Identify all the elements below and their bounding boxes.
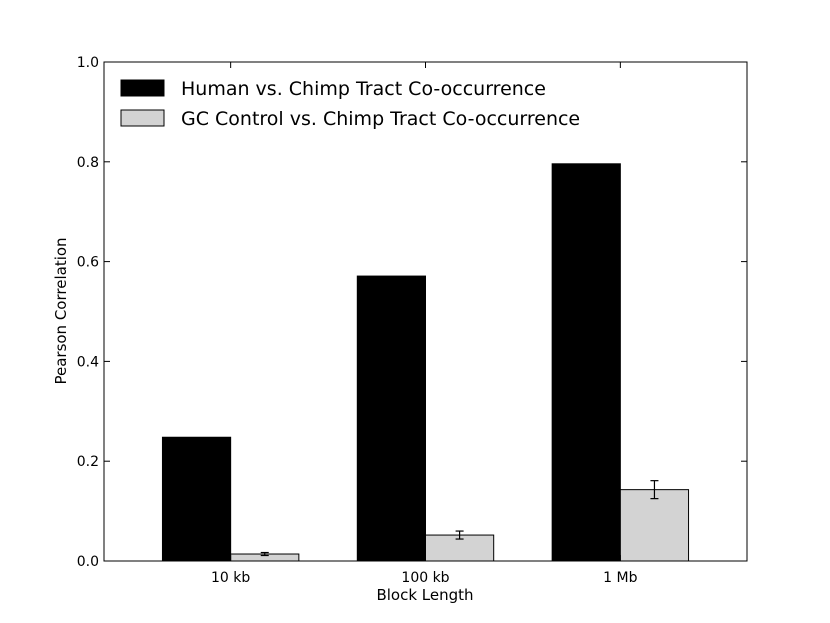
y-tick-label: 0.0	[77, 554, 99, 570]
legend-label: GC Control vs. Chimp Tract Co-occurrence	[181, 108, 580, 130]
x-tick-label: 100 kb	[401, 570, 449, 586]
x-tick-label: 10 kb	[211, 570, 250, 586]
bar-series1-0	[161, 436, 232, 562]
bars-layer	[161, 163, 690, 562]
error-bars-layer	[260, 480, 659, 557]
y-tick-label: 1.0	[77, 55, 99, 71]
y-tick-label: 0.8	[77, 155, 99, 171]
legend-swatch-2	[120, 109, 165, 127]
legend-label: Human vs. Chimp Tract Co-occurrence	[181, 78, 546, 100]
bar-series1-2	[551, 163, 621, 562]
bar-series1-1	[356, 275, 427, 562]
x-axis: 10 kb 100 kb 1 Mb	[211, 62, 638, 586]
y-tick-label: 0.2	[77, 454, 99, 470]
x-axis-label: Block Length	[376, 586, 473, 604]
y-axis: 0.0 0.2 0.4 0.6 0.8 1.0	[77, 55, 747, 570]
y-tick-label: 0.6	[77, 255, 99, 271]
legend-swatch-1	[120, 79, 165, 97]
y-tick-label: 0.4	[77, 354, 99, 370]
x-tick-label: 1 Mb	[603, 570, 637, 586]
y-axis-label: Pearson Correlation	[52, 237, 70, 384]
bar-series2-2	[619, 489, 690, 562]
legend: Human vs. Chimp Tract Co-occurrence GC Co…	[120, 78, 580, 130]
